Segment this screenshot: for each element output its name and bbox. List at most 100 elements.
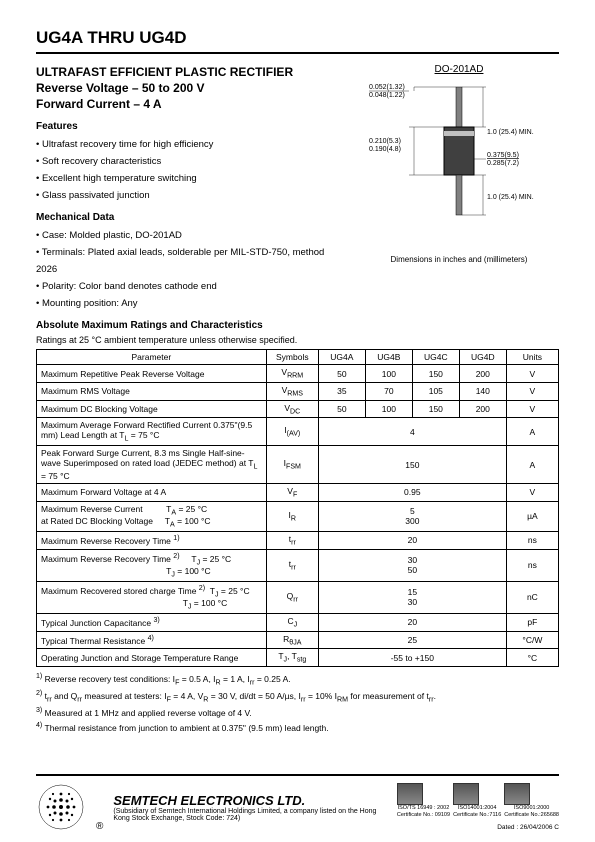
value-cell: 140 (459, 383, 506, 401)
param-cell: Maximum Average Forward Rectified Curren… (37, 418, 267, 446)
value-cell: 20 (318, 531, 506, 549)
cert-label: ISO14001:2004Certificate No.:7116 (453, 805, 501, 817)
value-cell: 4 (318, 418, 506, 446)
mechanical-item: Terminals: Plated axial leads, solderabl… (36, 244, 343, 278)
table-row: Maximum Repetitive Peak Reverse VoltageV… (37, 365, 559, 383)
features-list: Ultrafast recovery time for high efficie… (36, 136, 343, 204)
table-row: Operating Junction and Storage Temperatu… (37, 649, 559, 667)
value-cell: 1530 (318, 581, 506, 613)
cert-badge-icon (504, 783, 530, 805)
features-title: Features (36, 121, 343, 132)
col-units: Units (506, 350, 558, 365)
symbol-cell: TJ, Tstg (266, 649, 318, 667)
unit-cell: µA (506, 501, 558, 531)
unit-cell: V (506, 383, 558, 401)
value-cell: 70 (365, 383, 412, 401)
value-cell: 25 (318, 631, 506, 649)
symbol-cell: trr (266, 531, 318, 549)
dim-text: 0.210(5.3) (369, 138, 401, 145)
unit-cell: A (506, 446, 558, 484)
symbol-cell: VRMS (266, 383, 318, 401)
cert-label: ISO/TS 16949 : 2002Certificate No.: 0910… (397, 805, 450, 817)
param-cell: Maximum DC Blocking Voltage (37, 400, 267, 418)
company-logo-icon (36, 782, 86, 832)
footer-date: Dated : 26/04/2006 C (497, 824, 559, 831)
mechanical-item: Polarity: Color band denotes cathode end (36, 278, 343, 295)
feature-item: Excellent high temperature switching (36, 170, 343, 187)
ratings-desc: Ratings at 25 °C ambient temperature unl… (36, 335, 559, 345)
col-ug4b: UG4B (365, 350, 412, 365)
param-cell: Typical Junction Capacitance 3) (37, 614, 267, 632)
cert-badge-icon (453, 783, 479, 805)
feature-item: Soft recovery characteristics (36, 153, 343, 170)
col-parameter: Parameter (37, 350, 267, 365)
symbol-cell: CJ (266, 614, 318, 632)
value-cell: 50 (318, 365, 365, 383)
value-cell: 20 (318, 614, 506, 632)
mechanical-title: Mechanical Data (36, 212, 343, 223)
col-ug4c: UG4C (412, 350, 459, 365)
value-cell: 100 (365, 400, 412, 418)
table-row: Typical Thermal Resistance 4)RθJA25°C/W (37, 631, 559, 649)
param-cell: Typical Thermal Resistance 4) (37, 631, 267, 649)
table-row: Maximum Reverse Recovery Time 1)trr20ns (37, 531, 559, 549)
value-cell: 3050 (318, 549, 506, 581)
param-cell: Maximum Repetitive Peak Reverse Voltage (37, 365, 267, 383)
dim-text: 1.0 (25.4) MIN. (487, 194, 534, 201)
dim-text: 0.375(9.5) (487, 152, 519, 159)
symbol-cell: RθJA (266, 631, 318, 649)
symbol-cell: Qrr (266, 581, 318, 613)
param-cell: Maximum Recovered stored charge Time 2) … (37, 581, 267, 613)
param-cell: Maximum Forward Voltage at 4 A (37, 483, 267, 501)
value-cell: 200 (459, 400, 506, 418)
value-cell: 0.95 (318, 483, 506, 501)
unit-cell: °C/W (506, 631, 558, 649)
dim-text: 0.052(1.32) (369, 84, 405, 91)
package-label: DO-201AD (359, 64, 559, 75)
note-line: 4) Thermal resistance from junction to a… (36, 720, 559, 735)
param-cell: Peak Forward Surge Current, 8.3 ms Singl… (37, 446, 267, 484)
param-cell: Maximum RMS Voltage (37, 383, 267, 401)
param-cell: Maximum Reverse Current TA = 25 °Cat Rat… (37, 501, 267, 531)
cert-badge-icon (397, 783, 423, 805)
table-row: Maximum Forward Voltage at 4 AVF0.95V (37, 483, 559, 501)
dim-text: 0.285(7.2) (487, 160, 519, 167)
symbol-cell: VF (266, 483, 318, 501)
note-line: 2) trr and Qrr measured at testers: IF =… (36, 688, 559, 705)
page-title: UG4A THRU UG4D (36, 28, 559, 48)
table-row: Peak Forward Surge Current, 8.3 ms Singl… (37, 446, 559, 484)
mechanical-item: Mounting position: Any (36, 295, 343, 312)
unit-cell: ns (506, 531, 558, 549)
symbol-cell: VRRM (266, 365, 318, 383)
ratings-notes: 1) Reverse recovery test conditions: IF … (36, 671, 559, 734)
ratings-title: Absolute Maximum Ratings and Characteris… (36, 320, 559, 331)
value-cell: 200 (459, 365, 506, 383)
subheading-line: Reverse Voltage – 50 to 200 V (36, 80, 343, 96)
feature-item: Glass passivated junction (36, 187, 343, 204)
product-subheading: ULTRAFAST EFFICIENT PLASTIC RECTIFIER Re… (36, 64, 343, 113)
value-cell: 50 (318, 400, 365, 418)
subheading-line: Forward Current – 4 A (36, 96, 343, 112)
company-subsidiary: (Subsidiary of Semtech International Hol… (113, 808, 386, 822)
mechanical-list: Case: Molded plastic, DO-201AD Terminals… (36, 227, 343, 312)
table-row: Maximum Reverse Current TA = 25 °Cat Rat… (37, 501, 559, 531)
company-name: SEMTECH ELECTRONICS LTD. (113, 793, 386, 808)
subheading-line: ULTRAFAST EFFICIENT PLASTIC RECTIFIER (36, 64, 343, 80)
table-row: Maximum RMS VoltageVRMS3570105140V (37, 383, 559, 401)
dim-text: 0.048(1.22) (369, 92, 405, 99)
note-line: 3) Measured at 1 MHz and applied reverse… (36, 705, 559, 720)
table-row: Maximum DC Blocking VoltageVDC5010015020… (37, 400, 559, 418)
unit-cell: nC (506, 581, 558, 613)
param-cell: Maximum Reverse Recovery Time 1) (37, 531, 267, 549)
feature-item: Ultrafast recovery time for high efficie… (36, 136, 343, 153)
value-cell: 105 (412, 383, 459, 401)
symbol-cell: trr (266, 549, 318, 581)
package-diagram: 0.052(1.32) 0.048(1.22) 0.210(5.3) 0.190… (359, 79, 559, 249)
cert-label: ISO9001:2000Certificate No.:265688 (504, 805, 559, 817)
param-cell: Maximum Reverse Recovery Time 2) TJ = 25… (37, 549, 267, 581)
table-row: Typical Junction Capacitance 3)CJ20pF (37, 614, 559, 632)
dim-text: 1.0 (25.4) MIN. (487, 129, 534, 136)
certifications: ISO/TS 16949 : 2002Certificate No.: 0910… (397, 783, 559, 830)
package-caption: Dimensions in inches and (millimeters) (359, 255, 559, 264)
col-ug4d: UG4D (459, 350, 506, 365)
